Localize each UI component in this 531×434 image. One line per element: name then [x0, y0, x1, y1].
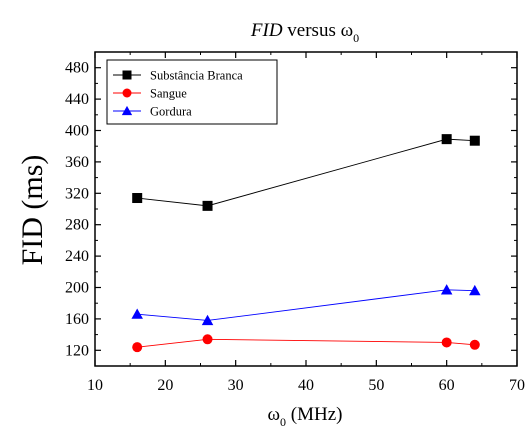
series-line	[137, 138, 475, 207]
x-axis-label-subscript: 0	[280, 415, 286, 429]
series-circle	[132, 334, 480, 353]
x-axis-label-unit: (MHz)	[286, 404, 342, 425]
x-tick-label: 30	[228, 377, 244, 394]
data-point	[132, 342, 143, 353]
y-tick-label: 320	[65, 185, 89, 202]
data-point	[469, 284, 481, 296]
series-line	[137, 289, 475, 321]
chart-title-subscript: 0	[353, 31, 359, 45]
chart-title: FID versus ω0	[250, 20, 359, 45]
y-tick-label: 360	[65, 154, 89, 171]
y-tick-label: 480	[65, 60, 89, 77]
data-point	[469, 135, 480, 146]
data-point	[441, 337, 452, 348]
axis-ticks: 10 20 30 40 50 60 70 120 160 200 240 280 320 360 400 44…	[65, 51, 525, 394]
chart-title-connector: versus ω	[283, 20, 354, 41]
y-tick-label: 440	[65, 91, 89, 108]
y-tick-label: 120	[65, 342, 89, 359]
x-axis-label-symbol: ω	[268, 404, 281, 425]
data-point	[202, 200, 213, 211]
data-point	[131, 308, 143, 319]
legend-label: Substância Branca	[150, 69, 243, 83]
legend-box	[106, 59, 278, 125]
series-square	[132, 134, 480, 211]
series-triangle	[131, 284, 481, 326]
legend-label: Gordura	[150, 105, 192, 119]
x-tick-label: 60	[439, 377, 455, 394]
x-tick-label: 40	[298, 377, 314, 394]
x-tick-label: 70	[509, 377, 525, 394]
chart-title-italic: FID	[250, 20, 283, 41]
legend-marker	[122, 70, 132, 80]
data-point	[441, 134, 452, 145]
data-point	[440, 284, 453, 295]
y-tick-label: 200	[65, 280, 89, 297]
legend: Substância Branca Sangue Gordura	[106, 59, 278, 125]
y-tick-label: 280	[65, 217, 89, 234]
series-layer	[131, 134, 481, 353]
x-tick-label: 50	[368, 377, 384, 394]
y-tick-label: 400	[65, 123, 89, 140]
legend-label: Sangue	[150, 87, 187, 101]
legend-marker	[122, 88, 132, 98]
data-point	[132, 193, 143, 204]
data-point	[202, 334, 213, 345]
y-tick-label: 240	[65, 248, 89, 265]
y-tick-label: 160	[65, 311, 89, 328]
data-point	[201, 314, 214, 326]
y-axis-label: FID (ms)	[16, 155, 49, 266]
legend-marker	[121, 105, 133, 116]
data-point	[469, 339, 480, 350]
x-tick-label: 10	[87, 377, 103, 394]
x-tick-label: 20	[157, 377, 173, 394]
x-axis-label: ω0 (MHz)	[268, 404, 343, 429]
series-line	[137, 338, 475, 348]
